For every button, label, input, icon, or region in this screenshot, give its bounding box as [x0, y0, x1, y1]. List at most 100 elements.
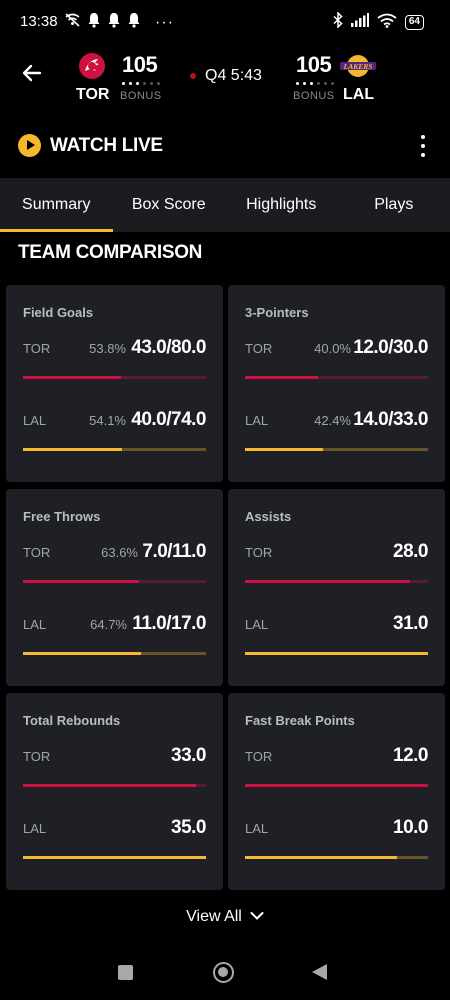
stat-bar — [245, 856, 428, 859]
bell-icon — [127, 12, 141, 33]
stat-bar — [245, 448, 428, 451]
stat-bar — [23, 376, 206, 379]
stat-percent: 63.6% — [101, 545, 138, 560]
stat-team-label: TOR — [245, 749, 273, 764]
status-time: 13:38 — [20, 13, 58, 30]
stat-team-label: TOR — [245, 545, 273, 560]
home-icon[interactable] — [213, 962, 234, 983]
stat-team-label: LAL — [23, 617, 47, 632]
stat-bar-fill — [245, 448, 323, 451]
stat-card-assists: Assists TOR 28.0 LAL 31.0 — [228, 489, 445, 686]
tab-plays[interactable]: Plays — [374, 196, 414, 213]
bell-icon — [107, 12, 121, 33]
stat-value: 14.0/33.0 — [353, 409, 428, 430]
stat-team-label: LAL — [23, 413, 47, 428]
signal-icon — [350, 13, 369, 32]
bluetooth-icon — [333, 11, 343, 33]
stat-card-field-goals: Field Goals TOR 53.8% 43.0/80.0 LAL 54.1… — [6, 285, 223, 482]
away-team-abbr: LAL — [343, 86, 375, 103]
stat-bar-fill — [245, 856, 398, 859]
stat-team-label: TOR — [23, 545, 51, 560]
stat-bar-fill — [23, 784, 196, 787]
tab-bar: Summary Box Score Highlights Plays — [0, 178, 450, 232]
stat-bar-fill — [23, 580, 140, 583]
status-notification-icons: ··· — [64, 12, 174, 33]
stat-card-fast-break-points: Fast Break Points TOR 12.0 LAL 10.0 — [228, 693, 445, 890]
wifi-off-icon — [64, 12, 81, 33]
live-indicator — [190, 73, 196, 79]
stat-bar — [23, 784, 206, 787]
stat-percent: 64.7% — [90, 617, 127, 632]
view-all-button[interactable]: View All — [0, 908, 450, 926]
stat-bar-fill — [245, 376, 319, 379]
stat-card-title: Free Throws — [23, 509, 101, 524]
watch-live-row: WATCH LIVE — [0, 124, 450, 168]
stat-value: 40.0/74.0 — [131, 409, 206, 430]
stat-team-label: LAL — [23, 821, 47, 836]
raptors-logo — [78, 52, 106, 80]
stat-bar — [245, 376, 428, 379]
away-bonus: BONUS — [293, 90, 335, 102]
tab-summary[interactable]: Summary — [0, 178, 113, 232]
stat-team-label: TOR — [23, 749, 51, 764]
chevron-down-icon — [250, 908, 264, 926]
stat-bar-fill — [23, 856, 206, 859]
stat-card-title: Assists — [245, 509, 292, 524]
stat-bar-fill — [23, 376, 122, 379]
more-vert-icon[interactable] — [413, 132, 433, 160]
recents-icon[interactable] — [118, 965, 133, 980]
away-team-score: 105 — [296, 52, 332, 77]
watch-live-button[interactable]: WATCH LIVE — [50, 135, 163, 156]
svg-text:LAKERS: LAKERS — [343, 62, 373, 71]
stat-card-title: 3-Pointers — [245, 305, 309, 320]
status-bar: 13:38 ··· 64 — [0, 0, 450, 44]
stat-bar — [23, 652, 206, 655]
stat-value: 33.0 — [171, 745, 206, 766]
wifi-icon — [377, 13, 397, 33]
stat-value: 11.0/17.0 — [132, 613, 206, 634]
away-timeouts — [296, 82, 334, 85]
bell-icon — [87, 12, 101, 33]
stat-card-total-rebounds: Total Rebounds TOR 33.0 LAL 35.0 — [6, 693, 223, 890]
stat-bar-fill — [245, 652, 428, 655]
stat-bar-fill — [245, 784, 428, 787]
stat-value: 10.0 — [393, 817, 428, 838]
stat-bar — [245, 580, 428, 583]
stat-percent: 40.0% — [314, 341, 351, 356]
stat-team-label: LAL — [245, 413, 269, 428]
tab-highlights[interactable]: Highlights — [246, 196, 317, 213]
stat-bar-fill — [23, 448, 122, 451]
stat-card-title: Total Rebounds — [23, 713, 121, 728]
more-notifications-icon: ··· — [155, 13, 174, 31]
stat-percent: 53.8% — [89, 341, 126, 356]
stat-value: 28.0 — [393, 541, 428, 562]
home-timeouts — [122, 82, 160, 85]
stat-card-free-throws: Free Throws TOR 63.6% 7.0/11.0 LAL 64.7%… — [6, 489, 223, 686]
stat-value: 12.0/30.0 — [353, 337, 428, 358]
stat-value: 12.0 — [393, 745, 428, 766]
play-icon[interactable] — [18, 134, 41, 157]
stat-value: 31.0 — [393, 613, 428, 634]
tab-box-score[interactable]: Box Score — [131, 196, 206, 213]
stat-bar — [23, 580, 206, 583]
stat-bar — [245, 784, 428, 787]
view-all-label: View All — [186, 908, 242, 925]
back-icon[interactable] — [312, 964, 327, 980]
stat-bar-fill — [245, 580, 410, 583]
stat-value: 35.0 — [171, 817, 206, 838]
stat-bar-fill — [23, 652, 142, 655]
home-bonus: BONUS — [120, 90, 162, 102]
stat-team-label: LAL — [245, 617, 269, 632]
stat-card-3-pointers: 3-Pointers TOR 40.0% 12.0/30.0 LAL 42.4%… — [228, 285, 445, 482]
section-title: TEAM COMPARISON — [18, 242, 203, 263]
home-team-score: 105 — [122, 52, 158, 77]
stat-bar — [23, 448, 206, 451]
stat-team-label: TOR — [23, 341, 51, 356]
stat-bar — [245, 652, 428, 655]
stat-value: 7.0/11.0 — [142, 541, 206, 562]
lakers-logo: LAKERS — [340, 52, 376, 80]
stat-card-title: Fast Break Points — [245, 713, 355, 728]
battery-icon: 64 — [404, 15, 424, 30]
back-arrow-icon[interactable] — [20, 61, 44, 85]
stat-value: 43.0/80.0 — [131, 337, 206, 358]
